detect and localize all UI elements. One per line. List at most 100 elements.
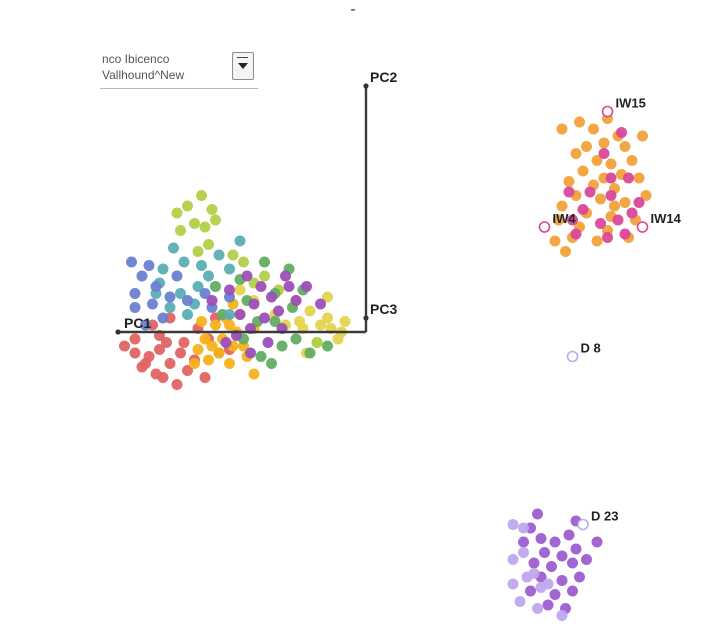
point-label-1: IW4 xyxy=(553,211,577,226)
figure-caption xyxy=(8,605,704,627)
data-point-purple-2 xyxy=(248,298,260,310)
data-point-yellow-13 xyxy=(322,291,333,303)
data-point-lime-3 xyxy=(189,218,200,229)
data-point-gold-12 xyxy=(196,316,207,327)
data-point-violet-15 xyxy=(549,589,561,600)
data-point-yellow-5 xyxy=(322,312,333,324)
dropdown-button[interactable] xyxy=(232,52,254,80)
data-point-orange-1 xyxy=(588,123,599,135)
data-point-teal-12 xyxy=(234,235,246,247)
data-point-teal-9 xyxy=(213,249,225,261)
data-point-purple-14 xyxy=(224,284,235,296)
data-point-red-8 xyxy=(175,347,186,359)
data-point-orange-34 xyxy=(637,130,648,142)
data-point-magenta-9 xyxy=(595,218,606,229)
data-point-blue-7 xyxy=(157,312,169,324)
data-point-red-14 xyxy=(140,358,151,369)
data-point-purple-17 xyxy=(245,347,256,359)
data-point-lime-4 xyxy=(210,214,221,226)
data-point-lime-7 xyxy=(175,225,186,236)
data-point-lime-2 xyxy=(206,204,218,215)
data-point-blue-4 xyxy=(147,298,158,310)
data-point-lime-14 xyxy=(311,337,323,348)
data-point-lime-6 xyxy=(199,221,211,233)
points-layer xyxy=(119,113,652,621)
axis-label-pc1: PC1 xyxy=(124,315,151,331)
data-point-green-14 xyxy=(266,358,277,369)
data-point-lavender-10 xyxy=(518,522,529,534)
data-point-gold-0 xyxy=(189,358,200,369)
data-point-purple-9 xyxy=(283,281,295,292)
selector-line-1: nco Ibicenco xyxy=(102,52,170,66)
data-point-green-15 xyxy=(322,340,333,352)
data-point-violet-2 xyxy=(549,536,561,548)
dropdown-bar-icon xyxy=(237,57,248,58)
data-point-magenta-13 xyxy=(570,228,582,240)
data-point-blue-8 xyxy=(140,319,151,331)
data-point-red-15 xyxy=(199,372,211,383)
data-point-green-1 xyxy=(259,256,270,268)
data-point-lavender-1 xyxy=(518,547,529,558)
data-point-orange-30 xyxy=(591,235,603,247)
data-point-violet-17 xyxy=(542,599,554,611)
data-point-red-11 xyxy=(171,379,183,390)
data-point-magenta-14 xyxy=(563,186,575,198)
data-point-lime-5 xyxy=(171,207,183,219)
data-point-violet-21 xyxy=(591,536,603,548)
data-point-orange-8 xyxy=(591,155,603,166)
data-point-purple-18 xyxy=(206,295,218,306)
data-point-red-3 xyxy=(154,344,165,355)
selector-line-2: Vallhound^New xyxy=(102,68,185,82)
data-point-red-9 xyxy=(182,365,193,376)
data-point-teal-10 xyxy=(224,263,235,275)
data-point-blue-5 xyxy=(129,302,141,313)
data-point-orange-17 xyxy=(633,172,645,184)
breed-selector[interactable]: nco Ibicenco Vallhound^New xyxy=(100,48,258,89)
labeled-point-3 xyxy=(566,350,579,363)
pc2-axis-end xyxy=(363,83,369,89)
data-point-orange-7 xyxy=(570,148,582,159)
data-point-violet-10 xyxy=(581,554,592,565)
data-point-orange-5 xyxy=(598,137,610,149)
data-point-violet-9 xyxy=(567,557,578,569)
data-point-orange-14 xyxy=(563,176,575,187)
data-point-orange-4 xyxy=(581,141,592,152)
data-point-lime-9 xyxy=(238,256,249,268)
data-point-green-8 xyxy=(276,340,288,352)
point-label-0: IW15 xyxy=(616,96,646,111)
data-point-lavender-2 xyxy=(507,554,519,565)
data-point-purple-13 xyxy=(301,281,312,292)
data-point-purple-11 xyxy=(262,337,274,348)
data-point-purple-8 xyxy=(280,270,291,282)
data-point-blue-0 xyxy=(126,256,137,268)
data-point-blue-10 xyxy=(199,288,211,299)
data-point-purple-4 xyxy=(234,309,246,320)
data-point-yellow-12 xyxy=(339,316,351,327)
labeled-point-4 xyxy=(577,518,589,531)
data-point-lavender-9 xyxy=(542,578,554,590)
data-point-red-7 xyxy=(157,372,169,383)
data-point-violet-7 xyxy=(528,557,540,569)
labeled-point-2 xyxy=(636,221,649,233)
data-point-magenta-3 xyxy=(584,186,596,198)
data-point-magenta-11 xyxy=(602,232,613,243)
data-point-blue-2 xyxy=(129,288,141,299)
data-point-gold-7 xyxy=(210,319,221,331)
data-point-orange-19 xyxy=(595,193,606,205)
data-point-lime-1 xyxy=(196,190,207,201)
data-point-red-6 xyxy=(164,358,176,369)
data-point-blue-9 xyxy=(171,270,183,282)
data-point-lavender-0 xyxy=(507,519,519,530)
data-point-teal-5 xyxy=(203,270,214,282)
data-point-violet-16 xyxy=(567,585,578,597)
data-point-orange-35 xyxy=(560,246,571,257)
data-point-magenta-15 xyxy=(605,172,617,184)
data-point-purple-16 xyxy=(220,337,232,348)
data-point-magenta-12 xyxy=(619,228,631,240)
data-point-teal-1 xyxy=(168,242,179,254)
data-point-teal-14 xyxy=(182,309,193,320)
data-point-yellow-0 xyxy=(315,319,326,331)
data-point-teal-0 xyxy=(157,263,169,275)
labeled-point-1 xyxy=(538,221,551,233)
data-point-lavender-5 xyxy=(514,596,526,607)
